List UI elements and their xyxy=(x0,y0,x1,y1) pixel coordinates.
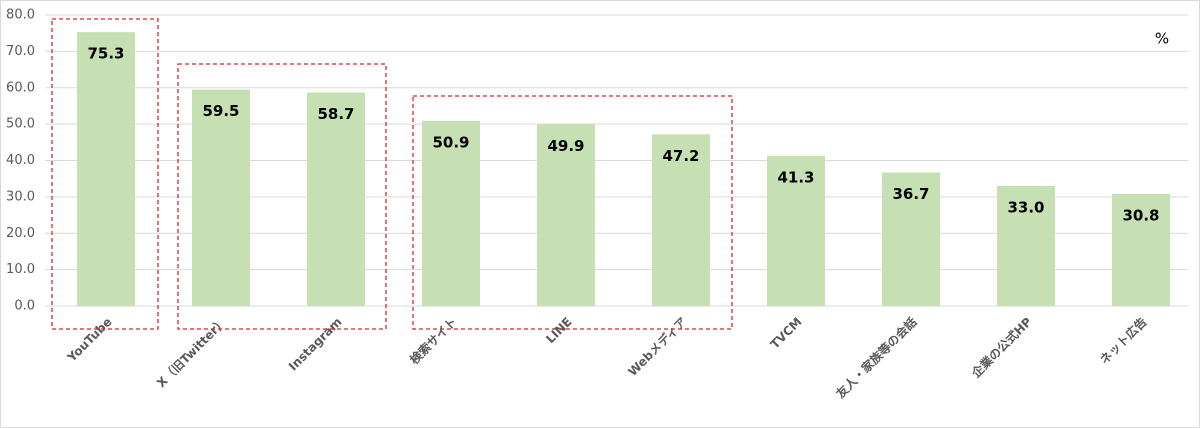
y-tick-label: 10.0 xyxy=(6,262,35,277)
highlight-box xyxy=(51,18,159,330)
bar xyxy=(77,32,135,306)
value-label: 50.9 xyxy=(432,133,469,151)
y-tick-label: 30.0 xyxy=(6,189,35,204)
bar xyxy=(192,89,250,306)
value-label: 36.7 xyxy=(892,185,929,203)
unit-label: % xyxy=(1155,30,1169,48)
y-tick-label: 40.0 xyxy=(6,153,35,168)
highlight-box xyxy=(412,95,733,330)
value-label: 41.3 xyxy=(777,168,814,186)
y-tick-label: 0.0 xyxy=(14,299,35,314)
y-tick-label: 70.0 xyxy=(6,44,35,59)
value-label: 30.8 xyxy=(1122,206,1159,224)
value-label: 59.5 xyxy=(202,102,239,120)
value-label: 75.3 xyxy=(87,45,124,63)
bar xyxy=(882,172,940,306)
bar xyxy=(997,185,1055,306)
bar xyxy=(422,120,480,306)
value-label: 47.2 xyxy=(662,147,699,165)
y-tick-label: 80.0 xyxy=(6,8,35,23)
y-tick-label: 20.0 xyxy=(6,226,35,241)
bar xyxy=(767,155,825,306)
bar xyxy=(652,134,710,306)
highlight-box xyxy=(177,63,387,330)
bar xyxy=(307,92,365,306)
value-label: 33.0 xyxy=(1007,198,1044,216)
grid: 0.0 10.0 20.0 30.0 40.0 50.0 60.0 70.0 80.0 xyxy=(6,8,1188,314)
bar xyxy=(537,124,595,307)
value-label: 58.7 xyxy=(317,105,354,123)
value-label: 49.9 xyxy=(547,137,584,155)
y-tick-label: 50.0 xyxy=(6,117,35,132)
bar xyxy=(1112,193,1170,306)
y-tick-label: 60.0 xyxy=(6,80,35,95)
